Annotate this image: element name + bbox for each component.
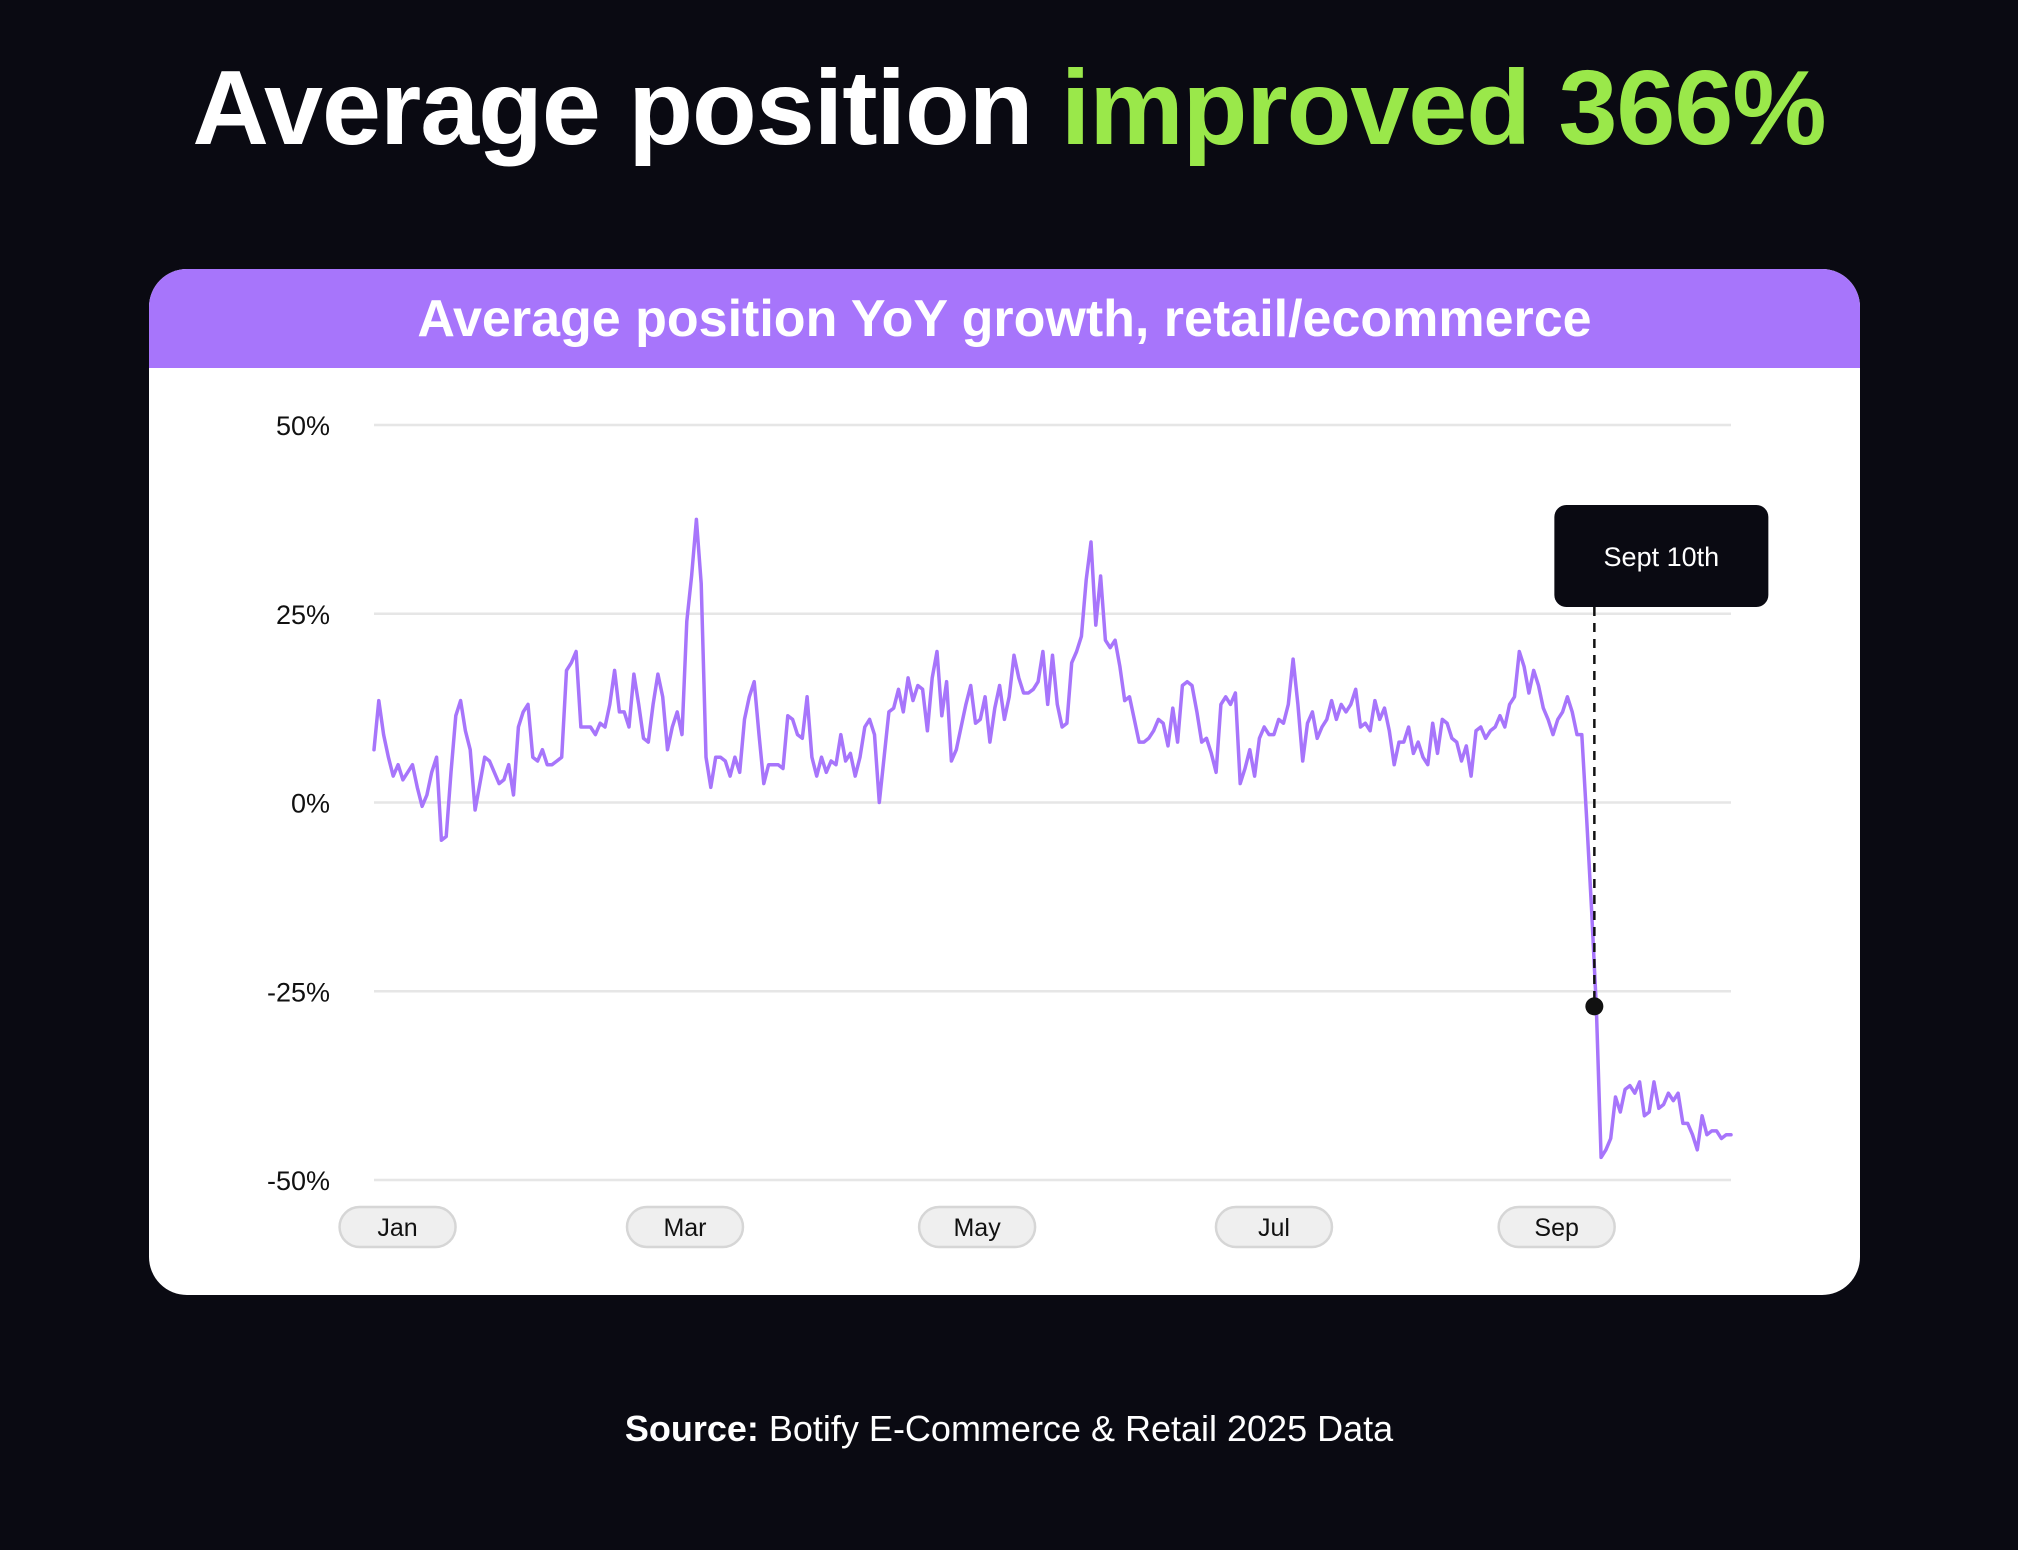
y-tick-label: 50%: [276, 411, 330, 441]
x-tick-pill: [1497, 1205, 1616, 1249]
headline-lead: Average position: [192, 49, 1033, 167]
x-tick-pill: [917, 1205, 1037, 1249]
x-tick-label: May: [953, 1214, 1001, 1242]
x-tick-label: Jul: [1258, 1214, 1290, 1242]
y-tick-label: -50%: [267, 1166, 330, 1196]
x-tick-pill: [1214, 1205, 1334, 1249]
source-note: Source: Botify E-Commerce & Retail 2025 …: [0, 1408, 2018, 1450]
line-chart: 50% 25% 0% -25% -50% Jan Mar May Jul Sep Sept 10th: [267, 411, 1769, 1249]
series-line: [372, 517, 1733, 1160]
x-tick-pill: [625, 1205, 745, 1249]
headline-accent: improved 366%: [1060, 49, 1827, 167]
annotation-tooltip: [1554, 505, 1769, 607]
y-tick-label: -25%: [267, 977, 330, 1007]
y-tick-label: 0%: [291, 789, 330, 819]
x-tick-pill: [338, 1205, 457, 1249]
headline: Average position improved 366%: [0, 48, 2018, 169]
source-text: Botify E-Commerce & Retail 2025 Data: [768, 1408, 1394, 1449]
chart-title: Average position YoY growth, retail/ecom…: [149, 269, 1860, 368]
source-label: Source:: [624, 1408, 759, 1449]
chart-card: Average position YoY growth, retail/ecom…: [149, 269, 1860, 1295]
x-tick-label: Jan: [377, 1214, 417, 1242]
x-tick-label: Sep: [1534, 1214, 1578, 1242]
annotation-marker[interactable]: [1585, 997, 1604, 1016]
y-tick-label: 25%: [276, 600, 330, 630]
x-tick-label: Mar: [663, 1214, 706, 1242]
annotation-label: Sept 10th: [1604, 542, 1720, 572]
